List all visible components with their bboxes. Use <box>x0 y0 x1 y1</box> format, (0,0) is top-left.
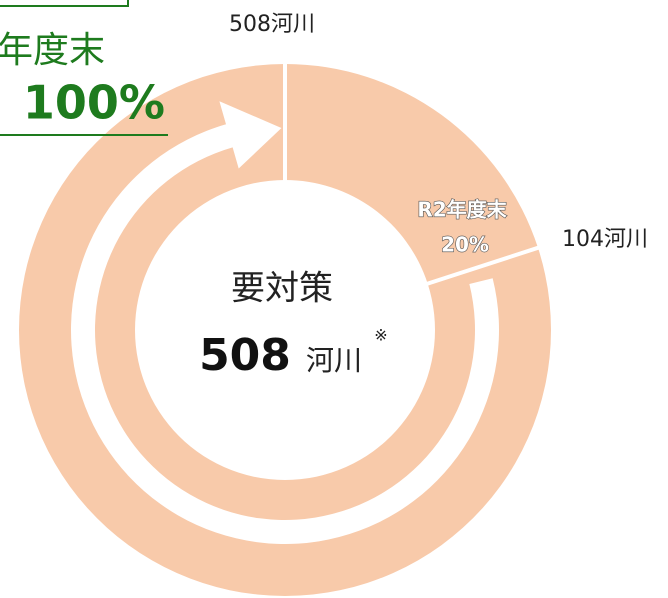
rings <box>18 62 552 597</box>
progress-value: 20% <box>441 233 489 257</box>
target-label: 年度末 <box>0 30 105 71</box>
segment <box>285 64 538 284</box>
achieved-label: 104河川 <box>562 227 648 252</box>
center-note: ※ <box>374 326 387 345</box>
center-value: 508 <box>199 330 291 381</box>
center-title: 要対策 <box>231 269 333 309</box>
separator <box>425 245 541 287</box>
ring-remainder <box>18 64 552 597</box>
total-label: 508河川 <box>229 12 315 37</box>
target-box <box>0 0 129 7</box>
center-unit: 河川 <box>306 344 362 377</box>
progress-label: R2年度末 <box>417 198 507 222</box>
target-value: 100% <box>23 76 165 130</box>
